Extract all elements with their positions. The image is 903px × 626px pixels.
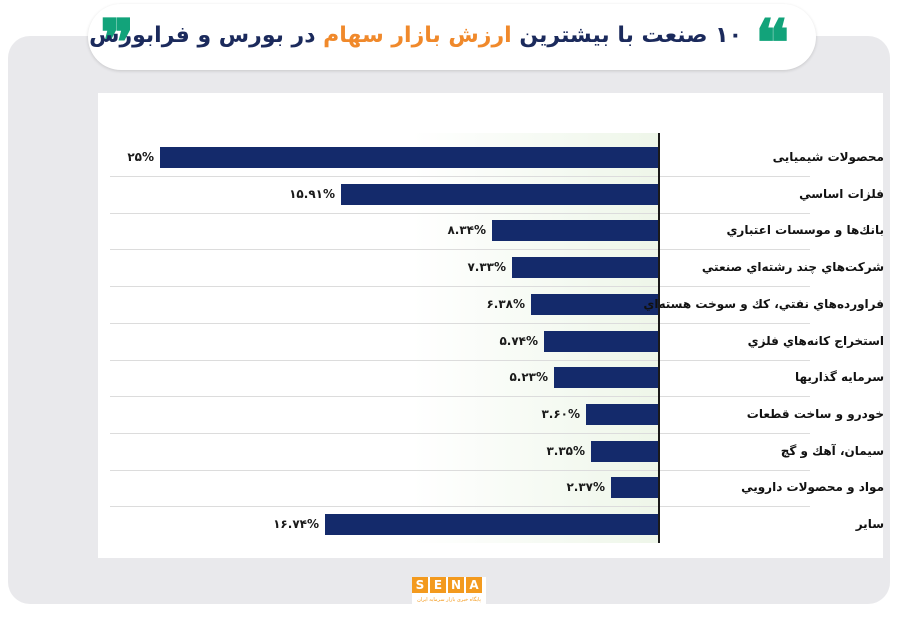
category-label: استخراج كانه‌هاي فلزي [747, 334, 884, 348]
data-label: ۵.۷۴% [499, 334, 538, 348]
row-divider [110, 323, 810, 324]
row-divider [110, 286, 810, 287]
data-label: ۳.۶۰% [541, 407, 580, 421]
category-label: شرکت‌هاي چند رشته‌اي صنعتي [701, 260, 884, 274]
data-label: ۵.۲۳% [509, 370, 548, 384]
quote-close-icon: ❝ [755, 6, 790, 81]
row-divider [110, 176, 810, 177]
bar [554, 367, 658, 388]
title-banner [88, 4, 816, 70]
logo-letter: S [412, 577, 428, 593]
row-divider [110, 249, 810, 250]
category-label: بانك‌ها و موسسات اعتباري [726, 223, 884, 237]
bar [611, 477, 658, 498]
bar [341, 184, 658, 205]
data-label: ۷.۳۳% [467, 260, 506, 274]
category-label: خودرو و ساخت قطعات [746, 407, 884, 421]
category-label: فراورده‌هاي نفتي، كك و سوخت هسته‌اي [643, 297, 884, 311]
row-divider [110, 396, 810, 397]
row-divider [110, 470, 810, 471]
row-divider [110, 213, 810, 214]
category-axis [658, 133, 660, 543]
data-label: ۶.۳۸% [486, 297, 525, 311]
bar [591, 441, 658, 462]
logo-tagline: پایگاه خبری بازار سرمایه ایران [417, 597, 481, 603]
title-part-1: ۱۰ صنعت با بیشترین [519, 23, 742, 48]
row-divider [110, 433, 810, 434]
data-label: ۱۶.۷۴% [273, 517, 319, 531]
data-label: ۲.۳۷% [566, 480, 605, 494]
data-label: ۲۵% [127, 150, 154, 164]
bar [531, 294, 658, 315]
category-label: فلزات اساسي [799, 187, 884, 201]
bar [492, 220, 658, 241]
logo-letter: E [430, 577, 446, 593]
bar [160, 147, 658, 168]
data-label: ۱۵.۹۱% [289, 187, 335, 201]
logo-letter: A [466, 577, 482, 593]
title-accent: ارزش بازار سهام [323, 23, 512, 48]
row-divider [110, 360, 810, 361]
logo-letter: N [448, 577, 464, 593]
category-label: ساير [855, 517, 884, 531]
bar [544, 331, 658, 352]
data-label: ۳.۳۵% [546, 444, 585, 458]
bar [512, 257, 658, 278]
title-part-2: در بورس و فرابورس [89, 23, 316, 48]
category-label: سرمايه گذاريها [794, 370, 884, 384]
quote-open-icon: ❞ [100, 6, 135, 81]
data-label: ۸.۳۴% [447, 223, 486, 237]
bar [586, 404, 658, 425]
bar [325, 514, 658, 535]
category-label: محصولات شیمیایی [772, 150, 884, 164]
category-label: سيمان، آهك و گچ [780, 444, 884, 458]
chart-title: ۱۰ صنعت با بیشترین ارزش بازار سهام در بو… [89, 14, 742, 58]
category-label: مواد و محصولات دارويي [741, 480, 884, 494]
row-divider [110, 506, 810, 507]
